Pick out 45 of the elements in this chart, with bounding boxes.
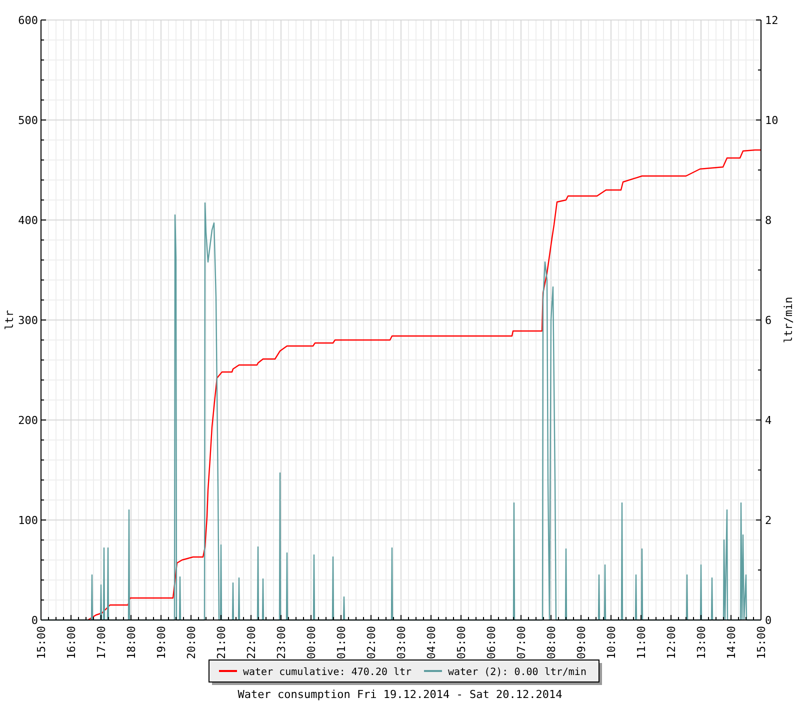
x-tick-label: 15:00 [755,626,768,660]
x-tick-label: 12:00 [665,626,678,660]
x-tick-label: 19:00 [155,626,168,660]
y-tick-label: 200 [18,414,38,427]
y2-tick-label: 10 [765,114,778,127]
x-tick-label: 17:00 [95,626,108,660]
x-tick-label: 11:00 [635,626,648,660]
y-tick-label: 100 [18,514,38,527]
text: Water consumption Fri 19.12.2014 - Sat 20.12.2014 [238,688,563,701]
x-tick-label: 05:00 [455,626,468,660]
y-tick-label: 500 [18,114,38,127]
x-tick-label: 13:00 [695,626,708,660]
line-series [87,149,762,621]
y-tick-label: 0 [31,614,38,627]
y2-tick-label: 8 [765,214,772,227]
x-tick-label: 20:00 [185,626,198,660]
x-tick-label: 16:00 [65,626,78,660]
legend-label: water cumulative: 470.20 ltr [243,667,412,678]
x-tick-label: 21:00 [215,626,228,660]
x-tick-label: 10:00 [605,626,618,660]
x-tick-label: 18:00 [125,626,138,660]
x-tick-label: 22:00 [245,626,258,660]
y-axis-title: ltr [3,310,16,330]
x-tick-label: 00:00 [305,626,318,660]
legend-label: water (2): 0.00 ltr/min [448,667,586,678]
y2-tick-label: 6 [765,314,772,327]
y2-axis-title: ltr/min [782,296,795,344]
y2-tick-label: 2 [765,514,772,527]
x-tick-label: 08:00 [545,626,558,660]
x-tick-label: 06:00 [485,626,498,660]
x-tick-label: 07:00 [515,626,528,660]
x-tick-label: 03:00 [395,626,408,660]
y2-tick-label: 12 [765,14,778,27]
x-tick-label: 04:00 [425,626,438,660]
x-tick-label: 15:00 [35,626,48,660]
y-tick-label: 300 [18,314,38,327]
x-tick-label: 23:00 [275,626,288,660]
x-tick-label: 14:00 [725,626,738,660]
x-tick-label: 01:00 [335,626,348,660]
y-tick-label: 400 [18,214,38,227]
y2-tick-label: 0 [765,614,772,627]
y-tick-label: 600 [18,14,38,27]
x-tick-label: 02:00 [365,626,378,660]
y2-tick-label: 4 [765,414,772,427]
x-tick-label: 09:00 [575,626,588,660]
